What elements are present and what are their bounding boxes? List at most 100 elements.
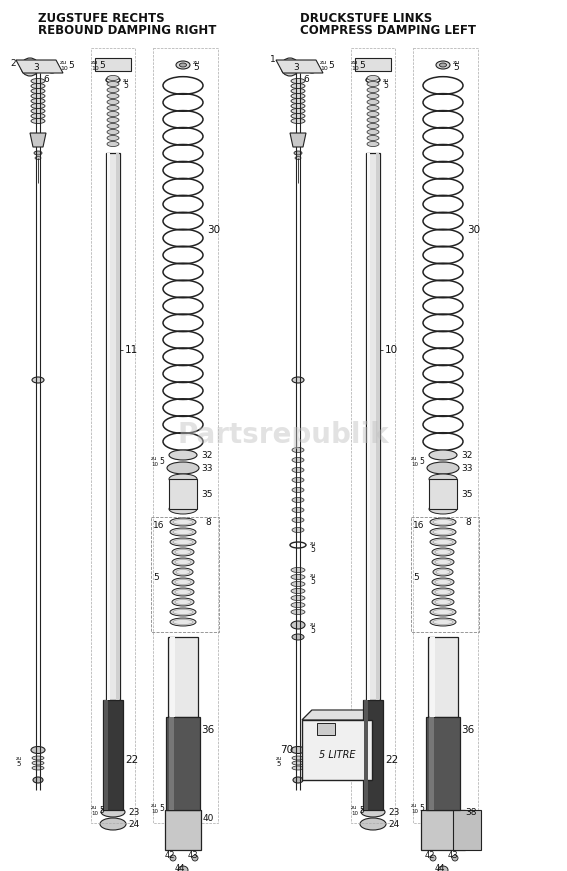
Ellipse shape [367, 136, 379, 140]
Text: 10: 10 [60, 66, 67, 71]
Ellipse shape [169, 474, 197, 484]
Ellipse shape [292, 377, 304, 383]
Polygon shape [453, 810, 481, 850]
Bar [91, 48, 135, 823]
Ellipse shape [170, 538, 196, 546]
Ellipse shape [170, 518, 196, 526]
Circle shape [281, 58, 299, 76]
Polygon shape [276, 60, 323, 73]
Text: 5: 5 [419, 804, 424, 813]
Ellipse shape [431, 824, 445, 836]
Text: 36: 36 [461, 725, 474, 735]
Bar [166, 717, 200, 810]
Circle shape [452, 855, 458, 861]
Circle shape [466, 825, 476, 835]
Text: 42: 42 [165, 850, 176, 860]
Text: 5: 5 [310, 625, 315, 634]
Text: 8: 8 [205, 517, 211, 526]
Ellipse shape [367, 93, 379, 98]
Bar [376, 153, 379, 700]
Text: 10: 10 [411, 808, 418, 814]
Circle shape [168, 840, 174, 845]
Ellipse shape [367, 76, 379, 80]
Ellipse shape [435, 590, 451, 595]
Ellipse shape [427, 462, 459, 474]
Ellipse shape [32, 761, 44, 765]
Ellipse shape [433, 568, 453, 576]
Bar [169, 717, 174, 810]
Bar [411, 517, 479, 632]
Bar [168, 637, 198, 717]
Text: 5: 5 [99, 806, 104, 814]
Ellipse shape [430, 528, 456, 536]
Ellipse shape [292, 528, 304, 532]
Text: 5 LITRE: 5 LITRE [319, 750, 356, 760]
Ellipse shape [176, 570, 190, 575]
Text: zu: zu [310, 572, 316, 577]
Ellipse shape [107, 87, 119, 92]
Text: COMPRESS DAMPING LEFT: COMPRESS DAMPING LEFT [300, 24, 476, 37]
Ellipse shape [107, 130, 119, 134]
Ellipse shape [367, 124, 379, 129]
Text: 5: 5 [310, 577, 315, 585]
Polygon shape [290, 133, 306, 147]
Circle shape [285, 62, 295, 72]
Circle shape [192, 855, 198, 861]
Ellipse shape [170, 618, 196, 626]
Ellipse shape [291, 575, 305, 579]
Ellipse shape [173, 619, 193, 625]
Ellipse shape [107, 111, 119, 117]
Bar [364, 700, 368, 810]
Bar [151, 517, 219, 632]
Ellipse shape [432, 588, 454, 596]
Ellipse shape [291, 582, 305, 586]
Text: ZUGSTUFE RECHTS: ZUGSTUFE RECHTS [38, 11, 164, 24]
Ellipse shape [292, 448, 304, 453]
Ellipse shape [292, 457, 304, 463]
Ellipse shape [169, 504, 197, 514]
Text: 10: 10 [91, 66, 99, 71]
Ellipse shape [31, 89, 45, 93]
Ellipse shape [31, 93, 45, 98]
Ellipse shape [436, 61, 450, 69]
Text: 5: 5 [68, 62, 74, 71]
Ellipse shape [170, 528, 196, 536]
Ellipse shape [367, 141, 379, 146]
Text: zu: zu [91, 805, 98, 809]
Ellipse shape [430, 618, 456, 626]
Text: zu: zu [411, 456, 417, 461]
Text: Partsrepublik: Partsrepublik [177, 421, 389, 449]
Text: 5: 5 [419, 456, 424, 465]
Ellipse shape [432, 548, 454, 556]
Text: 70: 70 [280, 745, 293, 755]
Bar [106, 153, 120, 700]
Ellipse shape [292, 468, 304, 472]
Ellipse shape [31, 109, 45, 113]
Ellipse shape [32, 377, 44, 383]
Ellipse shape [107, 93, 119, 98]
Text: 16: 16 [153, 521, 164, 530]
Text: zu: zu [383, 78, 390, 83]
Text: 42: 42 [425, 850, 435, 860]
Ellipse shape [429, 474, 457, 484]
Ellipse shape [435, 550, 451, 555]
Text: 5: 5 [413, 572, 419, 582]
Bar [429, 479, 457, 509]
Text: 43: 43 [188, 850, 198, 860]
Text: 10: 10 [91, 811, 98, 815]
Text: 5: 5 [310, 544, 315, 553]
Ellipse shape [432, 578, 454, 586]
Text: 5: 5 [383, 82, 388, 91]
Ellipse shape [172, 548, 194, 556]
Text: 44: 44 [175, 863, 185, 871]
Text: zu: zu [453, 59, 460, 64]
Text: 35: 35 [201, 490, 213, 498]
Ellipse shape [172, 558, 194, 566]
Ellipse shape [429, 504, 457, 514]
Text: 5: 5 [453, 64, 459, 72]
Ellipse shape [435, 559, 451, 564]
Ellipse shape [292, 488, 304, 492]
Ellipse shape [291, 113, 305, 118]
Ellipse shape [173, 539, 193, 544]
Ellipse shape [107, 82, 119, 86]
